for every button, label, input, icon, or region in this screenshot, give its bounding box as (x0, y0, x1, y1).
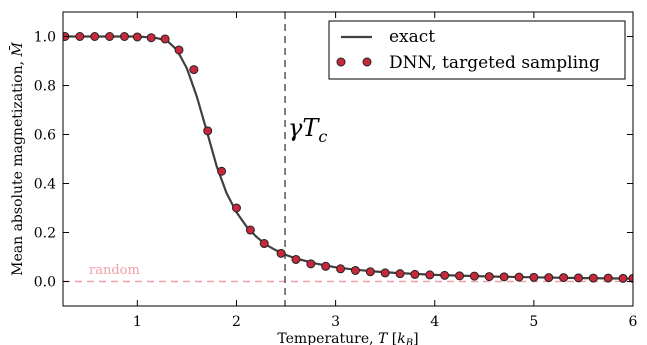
dnn-point (628, 273, 633, 283)
random-label: random (89, 263, 140, 278)
dnn-point (559, 273, 569, 283)
dnn-point (276, 248, 286, 258)
dnn-point (573, 273, 583, 283)
dnn-point (529, 272, 539, 282)
dnn-point (231, 203, 241, 213)
legend-dnn-label: DNN, targeted sampling (389, 53, 600, 73)
dnn-point (588, 273, 598, 283)
dnn-point (440, 270, 450, 280)
y-tick-label: 0.8 (34, 79, 56, 95)
dnn-point (484, 272, 494, 282)
dnn-point (425, 270, 435, 280)
dnn-point (189, 65, 199, 75)
x-tick-label: 5 (529, 314, 538, 330)
dnn-point (350, 265, 360, 275)
y-tick-label: 0.6 (34, 128, 56, 144)
y-axis-label: Mean absolute magnetization, M̄ (8, 41, 26, 275)
dnn-point (132, 32, 142, 42)
dnn-point (395, 269, 405, 279)
dnn-point (455, 271, 465, 281)
dnn-point (291, 254, 301, 264)
legend-exact-label: exact (389, 27, 435, 47)
x-tick-label: 4 (430, 314, 439, 330)
dnn-point (203, 126, 213, 136)
dnn-point (336, 264, 346, 274)
dnn-point (321, 261, 331, 271)
y-tick-label: 0.2 (34, 226, 56, 242)
dnn-point (603, 273, 613, 283)
ticks-layer: 1 2 3 4 5 6 0.0 0.2 0.4 0.6 0.8 1.0 (34, 12, 638, 330)
dnn-point (245, 225, 255, 235)
x-tick-label: 2 (232, 314, 241, 330)
dnn-point (75, 32, 85, 41)
dnn-point (469, 271, 479, 281)
x-tick-label: 1 (133, 314, 142, 330)
legend-dnn-marker (336, 57, 346, 67)
legend-dnn-marker (362, 57, 372, 67)
dnn-point (544, 273, 554, 283)
y-tick-label: 0.0 (34, 275, 56, 291)
dnn-point (146, 33, 156, 43)
plot-frame (62, 11, 634, 307)
dnn-point (380, 268, 390, 278)
dnn-point (259, 239, 269, 249)
dnn-point (410, 269, 420, 279)
dnn-point (119, 32, 129, 41)
dnn-point (365, 267, 375, 277)
y-tick-label: 1.0 (34, 30, 56, 46)
gamma-tc-annotation: γTc (288, 114, 327, 146)
x-axis-label: Temperature, T [kB] (277, 331, 418, 345)
dnn-point (306, 259, 316, 269)
dnn-point (217, 166, 227, 176)
dnn-point (499, 272, 509, 282)
dnn-point (618, 273, 628, 283)
dnn-point (160, 34, 170, 44)
legend: exact DNN, targeted sampling (328, 20, 626, 80)
y-tick-label: 0.4 (34, 177, 56, 193)
data-layer (63, 12, 633, 306)
x-tick-label: 6 (629, 314, 638, 330)
dnn-point (514, 272, 524, 282)
dnn-point (105, 32, 115, 41)
legend-box (328, 20, 626, 80)
x-tick-label: 3 (331, 314, 340, 330)
dnn-point (174, 45, 184, 55)
dnn-point (90, 32, 100, 41)
